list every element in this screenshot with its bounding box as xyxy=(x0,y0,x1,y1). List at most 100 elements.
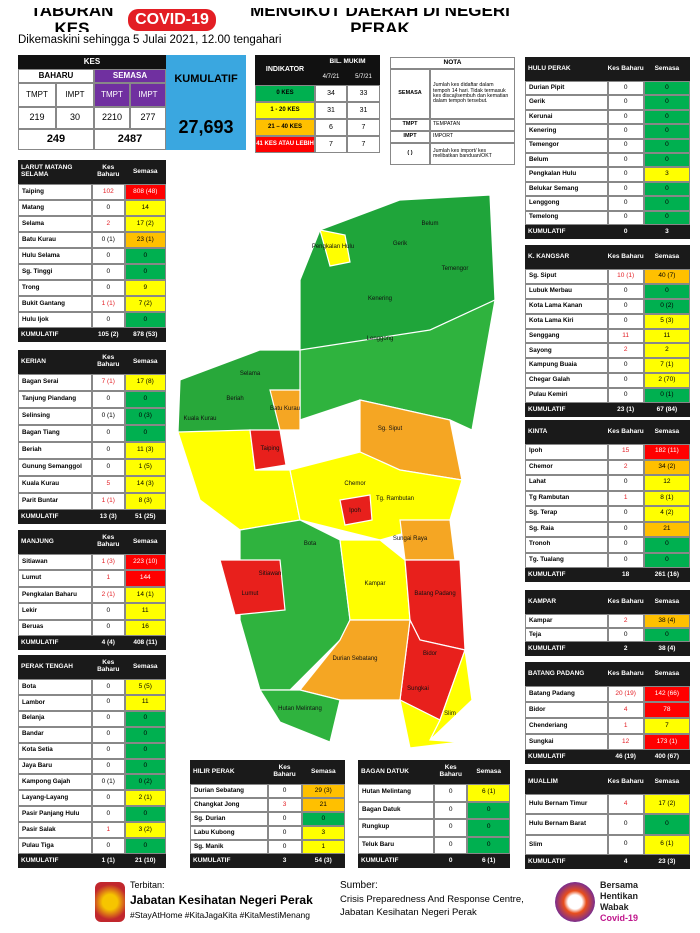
kes-baharu: 0 xyxy=(92,312,125,328)
table-title: KAMPAR xyxy=(525,590,608,614)
kes-semasa: 11 (3) xyxy=(124,442,166,459)
kes-semasa: 0 xyxy=(643,181,690,197)
kes-semasa: 3 xyxy=(643,167,690,182)
row-name: Selinsing xyxy=(18,408,92,425)
row-name: Pulau Tiga xyxy=(18,838,92,854)
kes-semasa: 0 xyxy=(643,283,690,299)
slogan: Wabak xyxy=(600,902,629,912)
kes-semasa: 7 (2) xyxy=(124,296,166,312)
total-baharu: 2 xyxy=(607,642,644,656)
table-header: Kes Baharu xyxy=(607,662,644,686)
kes-semasa: 0 xyxy=(643,138,690,153)
kes-baharu: 0 xyxy=(92,694,125,711)
kes-semasa: 11 xyxy=(643,328,690,344)
kes-semasa: 12 xyxy=(643,475,690,491)
kes-baharu: 0 xyxy=(92,459,125,476)
row-name: Labu Kubong xyxy=(190,826,268,840)
kumulatif-value: 27,693 xyxy=(166,105,246,150)
kes-semasa: 5 (3) xyxy=(643,313,690,329)
region xyxy=(339,494,373,526)
kes-semasa: 11 xyxy=(124,603,166,620)
row-name: Trong xyxy=(18,280,92,296)
kes-baharu: 0 xyxy=(607,388,644,403)
row-name: Kampar xyxy=(525,614,608,628)
table-header: Semasa xyxy=(643,662,690,686)
kes-semasa: 0 xyxy=(301,812,345,826)
map-labels: Pengkalan Hulu Gerik Temengor Belum Lenggong… xyxy=(183,221,468,717)
kes-baharu: 0 xyxy=(607,167,644,182)
kes-semasa: 17 (2) xyxy=(643,794,690,815)
kes-baharu: 0 xyxy=(607,814,644,835)
total-label: KUMULATIF xyxy=(18,636,92,650)
kes-semasa: 7 (1) xyxy=(643,358,690,374)
kes-baharu: 0 xyxy=(92,790,125,807)
kes-subheader: TMPT xyxy=(94,83,130,107)
table-header: Semasa xyxy=(643,245,690,269)
total-baharu: 46 (19) xyxy=(607,750,644,764)
row-name: Bota xyxy=(18,679,92,695)
map-label: Bota xyxy=(304,541,317,547)
total-semasa: 400 (67) xyxy=(643,750,690,764)
kes-baharu: 2 xyxy=(92,216,125,232)
slogan: Bersama xyxy=(600,880,639,890)
kes-baharu: 0 xyxy=(92,391,125,408)
kes-baharu: 7 (1) xyxy=(92,374,125,391)
kes-semasa: 0 xyxy=(643,196,690,211)
row-name: Kota Lama Kiri xyxy=(525,313,608,329)
region xyxy=(258,689,341,743)
kes-semasa: 182 (11) xyxy=(643,444,690,460)
row-name: Sg. Durian xyxy=(190,812,268,826)
total-label: KUMULATIF xyxy=(18,328,92,342)
region xyxy=(219,559,286,616)
total-semasa: 408 (11) xyxy=(124,636,166,650)
row-name: Batang Padang xyxy=(525,686,608,702)
nota-title: NOTA xyxy=(390,57,515,69)
row-name: Bandar xyxy=(18,726,92,743)
indicator-date: 5/7/21 xyxy=(347,70,380,85)
row-name: Selama xyxy=(18,216,92,232)
kes-baharu: 1 xyxy=(92,570,125,587)
kes-baharu: 2 xyxy=(607,343,644,359)
kes-semasa: 1 xyxy=(301,840,345,854)
map-label: Lenggong xyxy=(367,336,394,342)
row-name: Durian Pipit xyxy=(525,81,608,96)
row-name: Chemor xyxy=(525,459,608,475)
slogan: Covid-19 xyxy=(600,913,639,923)
map-label: Chemor xyxy=(344,481,365,487)
kes-semasa: 8 (1) xyxy=(643,490,690,506)
row-name: Hulu Bernam Timur xyxy=(525,794,608,815)
kes-baharu: 0 xyxy=(607,506,644,522)
kes-baharu: 0 xyxy=(607,138,644,153)
kes-semasa: 21 xyxy=(643,521,690,537)
indicator-value: 31 xyxy=(315,102,347,119)
nota-key: TMPT xyxy=(390,119,430,131)
row-name: Changkat Jong xyxy=(190,798,268,812)
map-label: Batu Kurau xyxy=(270,406,300,412)
table-header: Semasa xyxy=(124,350,166,374)
kes-baharu: 0 xyxy=(434,836,468,854)
indicator-value: 34 xyxy=(315,85,347,102)
kes-baharu: BAHARU xyxy=(18,69,94,83)
kes-semasa: 223 (10) xyxy=(124,554,166,571)
kes-semasa: 14 xyxy=(124,200,166,216)
total-label: KUMULATIF xyxy=(525,403,608,417)
kes-baharu: 0 xyxy=(607,834,644,855)
map-label: Gerik xyxy=(393,241,408,247)
table-header: Semasa xyxy=(124,160,166,184)
row-name: Lenggong xyxy=(525,196,608,211)
nota-key: IMPT xyxy=(390,131,430,143)
total-baharu: 0 xyxy=(434,854,468,868)
table-header: Kes Baharu xyxy=(267,760,302,784)
row-name: Kampung Buaia xyxy=(525,358,608,374)
kes-semasa: 0 xyxy=(643,210,690,225)
row-name: Sayong xyxy=(525,343,608,359)
nota-text: IMPORT xyxy=(430,131,515,143)
kes-semasa: 1 (5) xyxy=(124,459,166,476)
kes-baharu: 102 xyxy=(92,184,125,200)
kes-semasa: 2 xyxy=(643,343,690,359)
map-label: Ipoh xyxy=(349,508,361,514)
row-name: Sg. Tinggi xyxy=(18,264,92,280)
table-header: Semasa xyxy=(467,760,510,784)
total-baharu: 23 (1) xyxy=(607,403,644,417)
kes-semasa: 0 xyxy=(124,248,166,264)
